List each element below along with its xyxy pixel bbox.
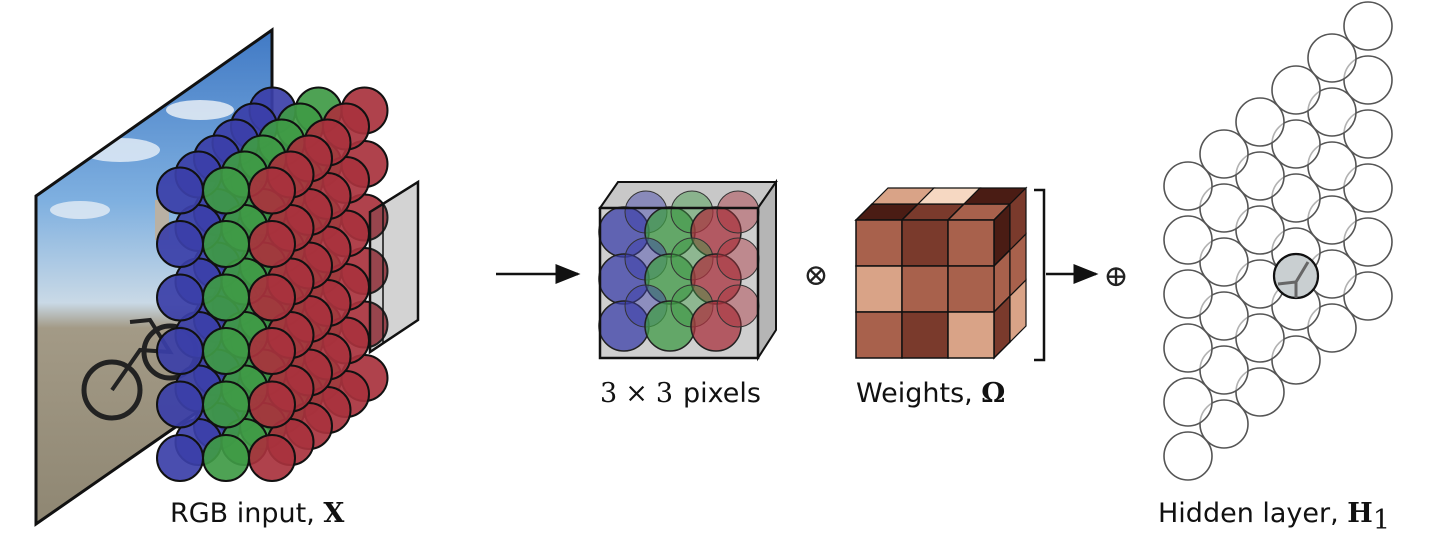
hidden-node xyxy=(1343,1,1393,51)
weights-cube xyxy=(854,186,1028,360)
bicycle-wheel-icon xyxy=(81,359,143,421)
hidden-node xyxy=(1343,217,1393,267)
hidden-node xyxy=(1163,323,1213,373)
weight-cube-front xyxy=(901,265,949,313)
weight-cube-front xyxy=(901,219,949,267)
hidden-node xyxy=(1235,151,1285,201)
pixel-patch-cube xyxy=(598,178,778,362)
patch-red-node xyxy=(716,190,760,234)
receptive-field-box xyxy=(368,179,420,355)
weight-cube-front xyxy=(855,219,903,267)
hidden-node xyxy=(1307,303,1357,353)
hidden-node xyxy=(1163,431,1213,481)
hidden-node xyxy=(1307,87,1357,137)
blue-channel-node xyxy=(156,434,204,482)
hidden-node xyxy=(1271,335,1321,385)
hidden-node xyxy=(1199,183,1249,233)
hidden-node xyxy=(1199,399,1249,449)
hidden-node xyxy=(1343,55,1393,105)
patch-red-node xyxy=(716,284,760,328)
green-channel-node xyxy=(202,434,250,482)
red-channel-node xyxy=(248,380,296,429)
hidden-node xyxy=(1307,33,1357,83)
hidden-node xyxy=(1343,163,1393,213)
hidden-node xyxy=(1235,97,1285,147)
red-channel-node xyxy=(248,273,296,322)
hidden-node xyxy=(1235,205,1285,255)
patch-red-node xyxy=(716,237,760,281)
green-channel-node xyxy=(202,380,250,429)
hidden-node xyxy=(1343,109,1393,159)
blue-channel-node xyxy=(156,273,204,322)
weights-bracket xyxy=(1034,188,1046,362)
hidden-layer-grid xyxy=(1163,1,1393,481)
hidden-node xyxy=(1235,313,1285,363)
weight-cube-front xyxy=(855,311,903,359)
hidden-node xyxy=(1199,129,1249,179)
red-channel-node xyxy=(248,166,296,215)
weight-cube-front xyxy=(901,311,949,359)
red-channel-node xyxy=(248,434,296,482)
hidden-node xyxy=(1199,345,1249,395)
weight-cube-front xyxy=(855,265,903,313)
red-channel-node xyxy=(248,220,296,268)
hidden-node xyxy=(1163,269,1213,319)
blue-channel-node xyxy=(156,220,204,268)
hidden-node xyxy=(1307,141,1357,191)
hidden-node xyxy=(1163,161,1213,211)
hidden-node xyxy=(1163,215,1213,265)
green-channel-node xyxy=(202,273,250,322)
patch-caption: 3 × 3 pixels xyxy=(600,378,761,409)
hidden-node xyxy=(1271,173,1321,223)
blue-channel-node xyxy=(156,327,204,375)
green-channel-node xyxy=(202,220,250,268)
green-channel-node xyxy=(202,327,250,375)
hidden-node xyxy=(1199,237,1249,287)
multiply-operator: ⊗ xyxy=(803,258,828,293)
input-caption: RGB input, X xyxy=(170,498,344,529)
weight-cube-front xyxy=(947,265,995,313)
green-channel-node xyxy=(202,166,250,215)
weights-caption: Weights, Ω xyxy=(856,378,1005,409)
hidden-node xyxy=(1199,291,1249,341)
hidden-node xyxy=(1271,119,1321,169)
active-node-connector xyxy=(1277,261,1310,298)
blue-channel-node xyxy=(156,166,204,215)
hidden-caption: Hidden layer, H1 xyxy=(1158,498,1390,536)
weight-cube-front xyxy=(947,219,995,267)
add-operator: ⊕ xyxy=(1103,259,1128,294)
blue-channel-node xyxy=(156,380,204,429)
hidden-node xyxy=(1307,195,1357,245)
hidden-node xyxy=(1271,65,1321,115)
rgb-input-tensor xyxy=(156,86,389,482)
weight-cube-side xyxy=(1009,278,1027,344)
hidden-node xyxy=(1235,367,1285,417)
weight-cube-front xyxy=(947,311,995,359)
hidden-node xyxy=(1343,271,1393,321)
patch-red-node xyxy=(690,300,742,352)
hidden-node xyxy=(1163,377,1213,427)
red-channel-node xyxy=(248,327,296,375)
